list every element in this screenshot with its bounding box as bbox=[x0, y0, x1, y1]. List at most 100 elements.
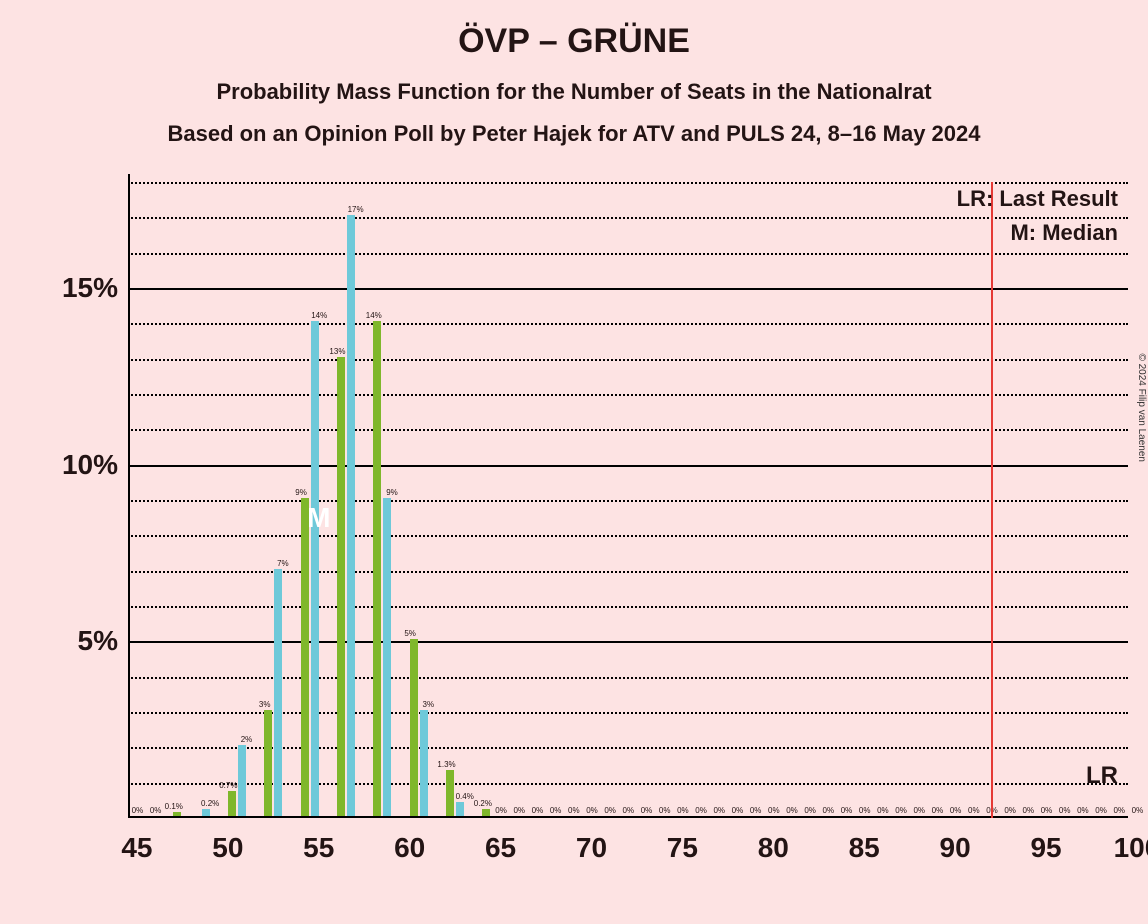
chart-subtitle-2: Based on an Opinion Poll by Peter Hajek … bbox=[0, 121, 1148, 147]
bar-series-2 bbox=[410, 639, 418, 816]
bar-value-label: 0% bbox=[768, 806, 780, 815]
bar-value-label: 0% bbox=[932, 806, 944, 815]
bar-value-label: 0% bbox=[1095, 806, 1107, 815]
bar-value-label: 17% bbox=[348, 205, 364, 214]
bar-value-label-container: 3% bbox=[264, 710, 265, 816]
x-axis-label: 80 bbox=[758, 832, 789, 864]
bar-value-label: 0% bbox=[695, 806, 707, 815]
gridline-minor bbox=[128, 182, 1128, 184]
bar-value-label: 0.7% bbox=[219, 781, 237, 790]
bar-value-label-container: 5% bbox=[410, 639, 411, 816]
bar-value-label: 0% bbox=[132, 806, 144, 815]
bar-value-label: 0% bbox=[950, 806, 962, 815]
bar-value-label: 0.2% bbox=[201, 799, 219, 808]
bar-value-label: 0.1% bbox=[165, 802, 183, 811]
bar-value-label-container: 9% bbox=[301, 498, 302, 816]
bar-value-label-container: 14% bbox=[373, 321, 374, 816]
bar-value-label: 0% bbox=[1077, 806, 1089, 815]
x-axis-label: 100 bbox=[1114, 832, 1148, 864]
bar-value-label: 7% bbox=[277, 559, 289, 568]
bar-series-2 bbox=[337, 357, 345, 816]
bar-value-label: 0% bbox=[641, 806, 653, 815]
bar-value-label-container: 13% bbox=[337, 357, 338, 816]
bar-value-label: 0% bbox=[513, 806, 525, 815]
bar-series-2 bbox=[301, 498, 309, 816]
bar-value-label: 0% bbox=[623, 806, 635, 815]
x-axis-label: 85 bbox=[849, 832, 880, 864]
bar-value-label: 5% bbox=[404, 629, 416, 638]
bar-value-label: 0% bbox=[1059, 806, 1071, 815]
bar-value-label: 9% bbox=[295, 488, 307, 497]
bar-value-label-container: 14% bbox=[319, 321, 320, 816]
bar-value-label: 0% bbox=[1132, 806, 1144, 815]
y-axis-label: 15% bbox=[62, 272, 118, 304]
bar-value-label: 0% bbox=[1023, 806, 1035, 815]
bar-value-label-container: 0.2% bbox=[210, 809, 211, 816]
last-result-line bbox=[991, 182, 993, 818]
bar-value-label: 0% bbox=[586, 806, 598, 815]
bar-value-label: 1.3% bbox=[437, 760, 455, 769]
x-axis-label: 50 bbox=[212, 832, 243, 864]
bar-value-label: 9% bbox=[386, 488, 398, 497]
bar-value-label-container: 0.7% bbox=[228, 791, 229, 816]
x-axis-label: 65 bbox=[485, 832, 516, 864]
gridline-minor bbox=[128, 394, 1128, 396]
bar-series-2 bbox=[373, 321, 381, 816]
bar-value-label: 0% bbox=[495, 806, 507, 815]
bar-series-1 bbox=[238, 745, 246, 816]
bar-value-label-container: 0.4% bbox=[464, 802, 465, 816]
bar-value-label: 0% bbox=[732, 806, 744, 815]
chart-area: 5%10%15%0%0%0.1%0.2%0.7%2%3%7%9%14%13%17… bbox=[128, 182, 1128, 818]
bar-value-label-container: 3% bbox=[428, 710, 429, 816]
gridline-minor bbox=[128, 253, 1128, 255]
bar-series-1 bbox=[311, 321, 319, 816]
y-axis bbox=[128, 174, 130, 818]
bar-value-label: 0% bbox=[859, 806, 871, 815]
x-axis bbox=[128, 816, 1128, 818]
bar-value-label-container: 0.2% bbox=[482, 809, 483, 816]
x-axis-label: 70 bbox=[576, 832, 607, 864]
bar-value-label: 0% bbox=[659, 806, 671, 815]
x-axis-label: 45 bbox=[121, 832, 152, 864]
bar-value-label-container: 1.3% bbox=[446, 770, 447, 816]
legend-last-result: LR: Last Result bbox=[957, 186, 1118, 212]
bar-series-1 bbox=[383, 498, 391, 816]
bar-series-2 bbox=[228, 791, 236, 816]
bar-value-label: 3% bbox=[423, 700, 435, 709]
bar-series-2 bbox=[264, 710, 272, 816]
median-marker: M bbox=[307, 502, 330, 534]
bar-value-label: 0% bbox=[913, 806, 925, 815]
bar-series-1 bbox=[274, 569, 282, 816]
bar-value-label: 0% bbox=[750, 806, 762, 815]
bar-value-label: 0.4% bbox=[456, 792, 474, 801]
bar-value-label-container: 2% bbox=[246, 745, 247, 816]
last-result-label: LR bbox=[1086, 762, 1118, 790]
bar-value-label: 13% bbox=[329, 347, 345, 356]
x-axis-label: 55 bbox=[303, 832, 334, 864]
bar-value-label: 0% bbox=[1113, 806, 1125, 815]
bar-value-label: 0% bbox=[877, 806, 889, 815]
bar-series-1 bbox=[456, 802, 464, 816]
chart-subtitle-1: Probability Mass Function for the Number… bbox=[0, 79, 1148, 105]
chart-title: ÖVP – GRÜNE bbox=[0, 0, 1148, 61]
bar-value-label: 0% bbox=[568, 806, 580, 815]
legend-median: M: Median bbox=[1010, 220, 1118, 246]
bar-value-label: 0% bbox=[532, 806, 544, 815]
bar-value-label: 0% bbox=[786, 806, 798, 815]
bar-value-label: 0% bbox=[604, 806, 616, 815]
bar-value-label: 0% bbox=[1041, 806, 1053, 815]
gridline-minor bbox=[128, 535, 1128, 537]
bar-value-label: 0% bbox=[150, 806, 162, 815]
gridline-minor bbox=[128, 429, 1128, 431]
gridline-minor bbox=[128, 217, 1128, 219]
bar-value-label: 0% bbox=[968, 806, 980, 815]
gridline-minor bbox=[128, 323, 1128, 325]
bar-value-label-container: 9% bbox=[391, 498, 392, 816]
gridline-major bbox=[128, 465, 1128, 467]
bar-value-label: 0% bbox=[677, 806, 689, 815]
x-axis-label: 90 bbox=[940, 832, 971, 864]
bar-series-2 bbox=[482, 809, 490, 816]
bar-series-2 bbox=[446, 770, 454, 816]
bar-series-1 bbox=[420, 710, 428, 816]
bar-value-label: 0% bbox=[713, 806, 725, 815]
